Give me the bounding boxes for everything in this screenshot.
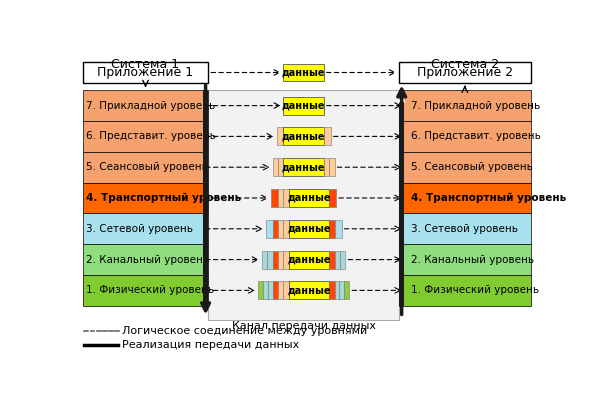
Bar: [399, 214, 531, 244]
Bar: [283, 251, 289, 268]
Bar: [289, 189, 329, 207]
Text: Канал передачи данных: Канал передачи данных: [232, 321, 376, 331]
Bar: [283, 158, 324, 176]
Bar: [329, 281, 335, 299]
Text: Приложение 2: Приложение 2: [417, 66, 513, 79]
Bar: [272, 158, 278, 176]
Bar: [278, 158, 283, 176]
Bar: [83, 275, 208, 306]
Bar: [399, 244, 531, 275]
Bar: [83, 121, 208, 152]
Bar: [289, 251, 329, 268]
Text: данные: данные: [287, 193, 331, 203]
Text: 4. Транспортный уровень: 4. Транспортный уровень: [412, 193, 566, 203]
Bar: [399, 62, 531, 82]
Bar: [283, 281, 289, 299]
Bar: [340, 251, 346, 268]
Bar: [278, 281, 283, 299]
Text: данные: данные: [287, 255, 331, 265]
Bar: [399, 275, 531, 306]
Text: 6. Представит. уровень: 6. Представит. уровень: [412, 131, 541, 141]
Bar: [83, 90, 208, 121]
Text: 6. Представит. уровень: 6. Представит. уровень: [86, 131, 216, 141]
Bar: [283, 97, 324, 115]
Bar: [262, 251, 267, 268]
Text: 5. Сеансовый уровень: 5. Сеансовый уровень: [412, 162, 533, 172]
Bar: [399, 152, 531, 183]
Text: 7. Прикладной уровень: 7. Прикладной уровень: [86, 101, 215, 111]
Bar: [283, 64, 324, 82]
Text: 5. Сеансовый уровень: 5. Сеансовый уровень: [86, 162, 208, 172]
Bar: [283, 189, 289, 207]
Bar: [344, 281, 349, 299]
Text: данные: данные: [282, 162, 325, 172]
Bar: [399, 121, 531, 152]
Bar: [272, 220, 278, 238]
Text: 1. Физический уровень: 1. Физический уровень: [412, 285, 539, 296]
Bar: [329, 251, 335, 268]
Bar: [83, 244, 208, 275]
Bar: [203, 90, 208, 306]
Bar: [83, 214, 208, 244]
Bar: [399, 183, 531, 214]
Text: данные: данные: [287, 224, 331, 234]
Text: 4. Транспортный уровень: 4. Транспортный уровень: [86, 193, 241, 203]
Bar: [83, 152, 208, 183]
Bar: [324, 158, 329, 176]
Bar: [335, 281, 339, 299]
Bar: [289, 281, 329, 299]
Bar: [339, 281, 344, 299]
Text: данные: данные: [282, 67, 325, 77]
Bar: [329, 158, 335, 176]
Bar: [278, 189, 283, 207]
Bar: [329, 220, 335, 238]
Text: 2. Канальный уровень: 2. Канальный уровень: [86, 255, 209, 265]
Text: данные: данные: [282, 131, 325, 141]
Text: 7. Прикладной уровень: 7. Прикладной уровень: [412, 101, 541, 111]
Bar: [272, 251, 278, 268]
Bar: [277, 127, 283, 145]
Bar: [83, 62, 208, 82]
Bar: [324, 127, 331, 145]
Bar: [399, 90, 404, 306]
Bar: [268, 281, 272, 299]
Text: Реализация передачи данных: Реализация передачи данных: [121, 340, 299, 350]
Text: Приложение 1: Приложение 1: [97, 66, 194, 79]
Bar: [335, 220, 341, 238]
Text: Логическое соединение между уровнями: Логическое соединение между уровнями: [121, 326, 367, 336]
Text: данные: данные: [287, 285, 331, 296]
Text: данные: данные: [282, 101, 325, 111]
Text: Система 2: Система 2: [431, 58, 499, 71]
Bar: [399, 90, 531, 121]
Bar: [272, 281, 278, 299]
Bar: [263, 281, 268, 299]
Text: Система 1: Система 1: [112, 58, 179, 71]
Bar: [329, 189, 336, 207]
Bar: [289, 220, 329, 238]
Text: 3. Сетевой уровень: 3. Сетевой уровень: [86, 224, 193, 234]
Bar: [278, 251, 283, 268]
Bar: [258, 281, 263, 299]
Bar: [278, 220, 283, 238]
Text: 3. Сетевой уровень: 3. Сетевой уровень: [412, 224, 518, 234]
Bar: [335, 251, 340, 268]
Bar: [283, 220, 289, 238]
Bar: [271, 189, 278, 207]
Text: 1. Физический уровень: 1. Физический уровень: [86, 285, 214, 296]
Bar: [83, 183, 208, 214]
Bar: [266, 220, 272, 238]
Bar: [267, 251, 272, 268]
Bar: [208, 90, 399, 320]
Bar: [283, 127, 324, 145]
Text: 2. Канальный уровень: 2. Канальный уровень: [412, 255, 535, 265]
